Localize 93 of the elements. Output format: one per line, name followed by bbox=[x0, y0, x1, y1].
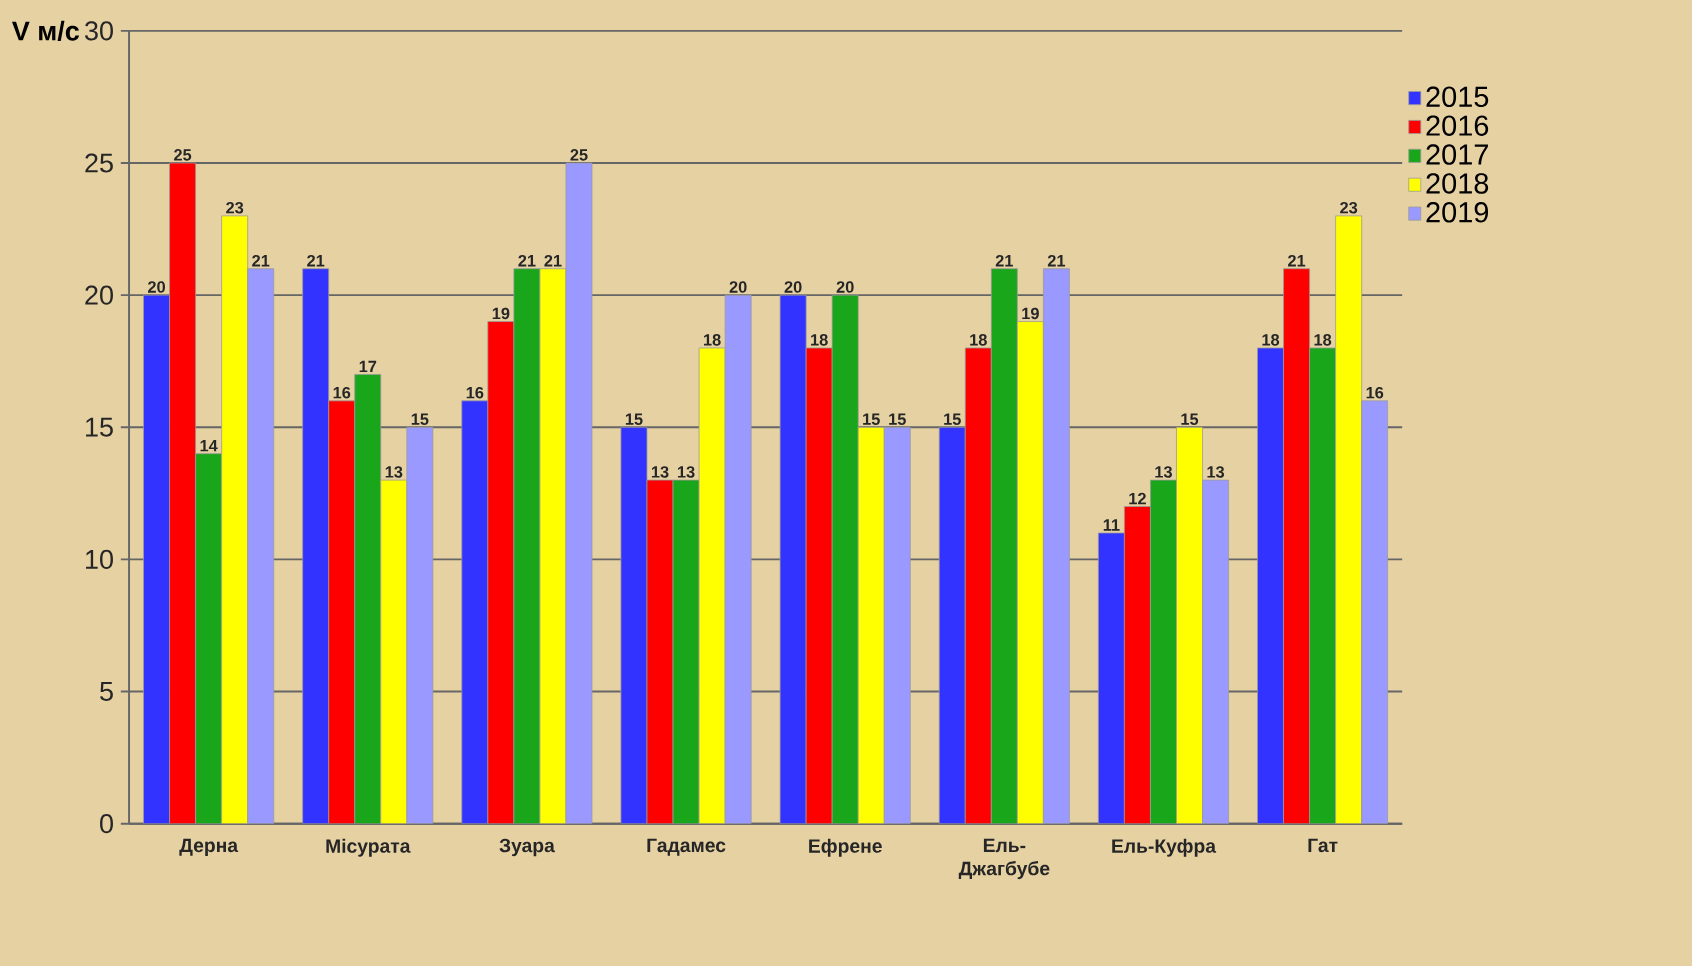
data-label: 15 bbox=[625, 413, 643, 425]
data-label: 21 bbox=[1047, 254, 1066, 267]
bar bbox=[247, 268, 274, 824]
data-label: 11 bbox=[1103, 519, 1120, 531]
data-label: 15 bbox=[944, 413, 961, 425]
bar bbox=[884, 427, 911, 824]
data-label: 18 bbox=[1314, 333, 1332, 346]
x-tick-label: Гат bbox=[1308, 838, 1338, 852]
data-label: 15 bbox=[1181, 413, 1199, 425]
data-label: 21 bbox=[252, 254, 270, 267]
bar bbox=[565, 162, 593, 824]
y-tick-label: 20 bbox=[85, 285, 113, 305]
data-label: 13 bbox=[1207, 465, 1225, 478]
data-label: 16 bbox=[333, 386, 351, 399]
x-tick-label: Ель-Куфра bbox=[1112, 838, 1217, 857]
bar bbox=[991, 268, 1018, 824]
legend-label: 2015 bbox=[1426, 86, 1489, 107]
bar bbox=[1098, 532, 1125, 824]
bar bbox=[646, 479, 674, 824]
data-label: 13 bbox=[385, 465, 403, 478]
y-tick-label: 10 bbox=[86, 549, 113, 569]
data-label: 13 bbox=[677, 465, 695, 478]
bar bbox=[328, 400, 355, 824]
data-label: 12 bbox=[1129, 492, 1146, 505]
bar bbox=[620, 427, 647, 824]
data-label: 21 bbox=[518, 254, 536, 267]
data-label: 20 bbox=[836, 281, 854, 293]
bar bbox=[1202, 479, 1229, 824]
data-label: 20 bbox=[148, 281, 165, 293]
y-tick-label: 30 bbox=[85, 21, 113, 41]
data-label: 25 bbox=[174, 148, 192, 161]
data-label: 13 bbox=[1155, 465, 1172, 478]
data-label: 15 bbox=[889, 413, 906, 425]
data-label: 15 bbox=[863, 413, 880, 425]
data-label: 19 bbox=[492, 307, 510, 320]
data-label: 18 bbox=[1262, 333, 1280, 346]
data-label: 23 bbox=[1340, 201, 1358, 214]
data-label: 25 bbox=[570, 148, 588, 161]
bar bbox=[965, 347, 992, 824]
y-tick-label: 5 bbox=[100, 681, 113, 701]
bar bbox=[780, 294, 807, 824]
data-label: 19 bbox=[1022, 307, 1039, 320]
legend-label: 2016 bbox=[1426, 115, 1489, 136]
legend-label: 2018 bbox=[1426, 172, 1489, 194]
bar bbox=[143, 294, 170, 824]
x-tick-label: Ефрене bbox=[809, 838, 882, 857]
x-tick-label: Зуара bbox=[499, 838, 555, 856]
data-label: 17 bbox=[359, 360, 377, 372]
data-label: 15 bbox=[411, 413, 429, 425]
y-tick-label: 25 bbox=[85, 153, 113, 173]
bar bbox=[832, 294, 859, 824]
data-label: 20 bbox=[784, 281, 802, 293]
x-tick-label: Дерна bbox=[179, 838, 239, 856]
data-label: 21 bbox=[307, 254, 325, 267]
bar bbox=[1309, 347, 1337, 824]
data-label: 18 bbox=[970, 333, 987, 346]
bar bbox=[487, 321, 514, 824]
y-axis-title: V м/с bbox=[11, 20, 79, 41]
y-tick-label: 0 bbox=[100, 813, 113, 834]
bar bbox=[939, 427, 966, 824]
bar bbox=[725, 294, 752, 824]
x-tick-label: Гадамес bbox=[647, 838, 726, 856]
data-label: 16 bbox=[1366, 386, 1384, 399]
data-label: 14 bbox=[200, 439, 218, 452]
bar bbox=[169, 162, 196, 824]
bar bbox=[1257, 347, 1284, 824]
bar bbox=[1124, 506, 1151, 824]
bar bbox=[406, 427, 433, 824]
bar bbox=[513, 268, 540, 824]
bar bbox=[806, 347, 833, 824]
bar bbox=[195, 453, 222, 824]
bar bbox=[461, 400, 488, 824]
bar bbox=[1361, 400, 1389, 824]
bar bbox=[354, 374, 381, 824]
data-label: 13 bbox=[651, 465, 669, 478]
data-label: 23 bbox=[226, 201, 244, 214]
bar bbox=[673, 479, 700, 824]
x-tick-label: Місурата bbox=[326, 838, 411, 857]
data-label: 21 bbox=[1288, 254, 1306, 267]
legend-label: 2019 bbox=[1426, 201, 1489, 223]
x-tick-label: Ель-Джагбубе bbox=[958, 838, 1050, 879]
bar bbox=[1043, 268, 1070, 824]
data-label: 18 bbox=[704, 333, 721, 346]
data-label: 20 bbox=[729, 281, 747, 293]
data-label: 21 bbox=[544, 254, 562, 267]
legend-label: 2017 bbox=[1426, 144, 1488, 165]
data-label: 21 bbox=[995, 254, 1013, 267]
bar bbox=[1283, 268, 1310, 824]
data-label: 18 bbox=[811, 333, 828, 346]
bar bbox=[302, 268, 329, 824]
y-tick-label: 15 bbox=[86, 417, 113, 437]
data-label: 16 bbox=[466, 386, 484, 399]
bar bbox=[1150, 479, 1177, 824]
